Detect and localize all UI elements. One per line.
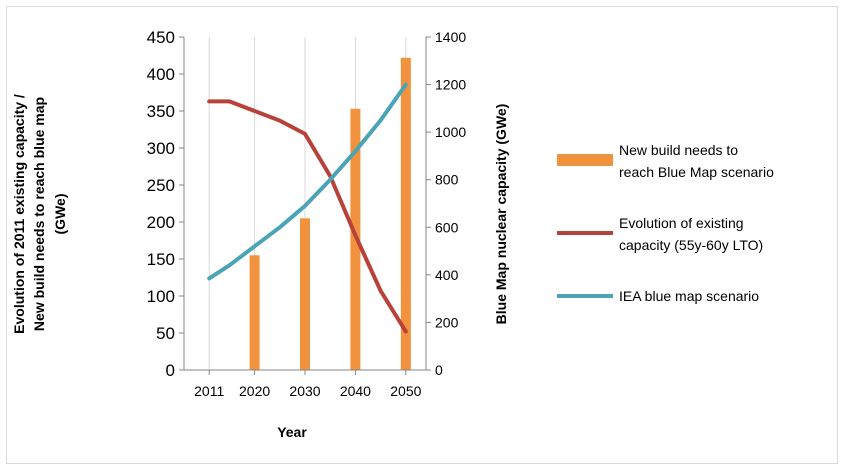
right-tick-label: 800 <box>435 172 459 188</box>
left-tick-label: 150 <box>147 250 175 269</box>
x-tick-label: 2020 <box>239 383 270 399</box>
right-tick-label: 200 <box>435 314 459 330</box>
x-tick-label: 2030 <box>289 383 320 399</box>
left-axis-title-line-1: Evolution of 2011 existing capacity / <box>11 94 27 334</box>
legend-label: Evolution of existing <box>619 215 744 231</box>
left-tick-label: 450 <box>147 28 175 47</box>
x-axis-title: Year <box>277 424 307 440</box>
bar-series <box>249 57 411 370</box>
right-tick-label: 600 <box>435 219 459 235</box>
left-tick-label: 50 <box>156 324 175 343</box>
x-tick-label: 2011 <box>194 383 224 399</box>
chart-svg: 0 50 100 150 200 250 300 350 400 450 0 200 400 600 800… <box>11 28 774 440</box>
left-tick-label: 350 <box>147 102 175 121</box>
left-tick-label: 400 <box>147 65 175 84</box>
right-tick-label: 1000 <box>435 124 466 140</box>
left-tick-label: 300 <box>147 139 175 158</box>
legend-label: New build needs to <box>619 142 738 158</box>
tick-labels: 0 50 100 150 200 250 300 350 400 450 0 200 400 600 800… <box>147 28 467 399</box>
right-axis-title: Blue Map nuclear capacity (GWe) <box>493 104 509 325</box>
left-axis-title-line-2: New build needs to reach blue map <box>31 97 47 331</box>
right-tick-label: 400 <box>435 267 459 283</box>
left-axis-title-line-3: (GWe) <box>52 194 68 235</box>
left-tick-label: 200 <box>147 213 175 232</box>
line-series-existing-capacity <box>207 99 408 334</box>
bar-2050 <box>400 57 411 370</box>
legend-label: reach Blue Map scenario <box>619 164 774 180</box>
legend-label: IEA blue map scenario <box>619 288 759 304</box>
x-tick-label: 2050 <box>390 383 421 399</box>
right-tick-label: 1200 <box>435 77 466 93</box>
left-tick-label: 250 <box>147 176 175 195</box>
right-tick-label: 0 <box>435 362 443 378</box>
right-tick-label: 1400 <box>435 29 466 45</box>
left-tick-label: 0 <box>166 361 175 380</box>
axes <box>179 36 431 375</box>
chart-frame: 0 50 100 150 200 250 300 350 400 450 0 200 400 600 800… <box>6 6 838 464</box>
legend-swatch-bar <box>557 154 613 166</box>
line-series <box>207 82 408 334</box>
legend-label: capacity (55y-60y LTO) <box>619 237 763 253</box>
x-tick-label: 2040 <box>340 383 371 399</box>
left-tick-label: 100 <box>147 287 175 306</box>
legend: New build needs to reach Blue Map scenari… <box>557 142 774 304</box>
line-series-blue-map <box>207 82 408 281</box>
bar-2020 <box>249 255 260 370</box>
bar-2030 <box>300 218 310 370</box>
